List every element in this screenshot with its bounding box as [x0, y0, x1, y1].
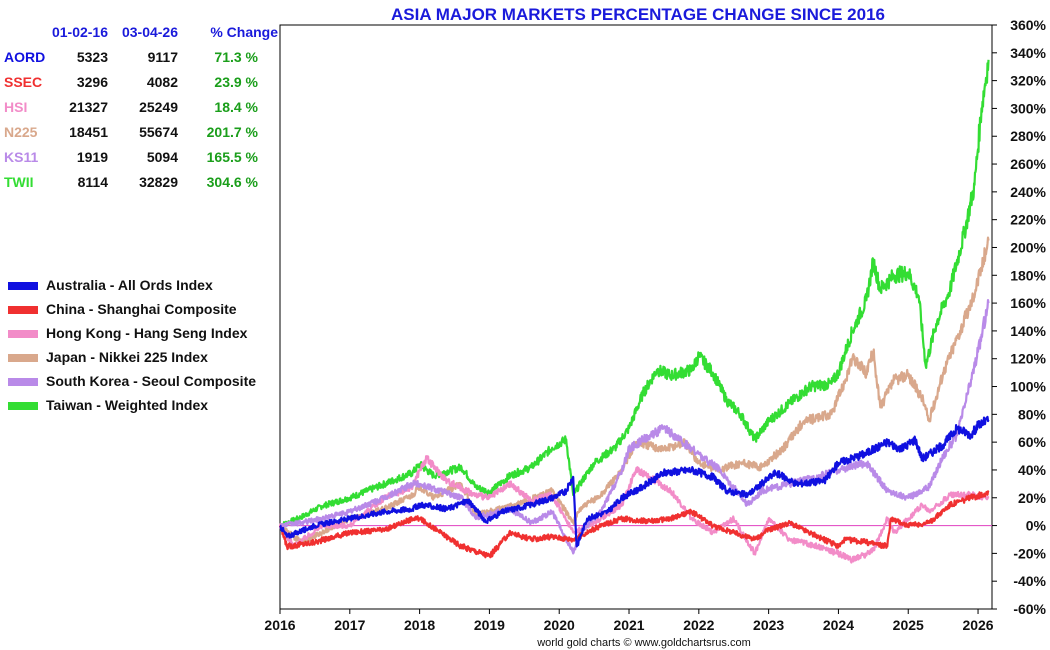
- legend-label: Australia - All Ords Index: [46, 277, 213, 293]
- legend-swatch: [8, 402, 38, 410]
- y-tick-label: 80%: [1018, 406, 1047, 422]
- legend-swatch: [8, 378, 38, 386]
- table-percent-change: 304.6 %: [207, 174, 259, 190]
- legend-label: Taiwan - Weighted Index: [46, 397, 208, 413]
- series-line-taiwan: [279, 59, 990, 529]
- table-end-value: 5094: [147, 149, 178, 165]
- table-end-value: 32829: [139, 174, 178, 190]
- table-end-value: 55674: [139, 124, 178, 140]
- table-percent-change: 165.5 %: [207, 149, 259, 165]
- x-tick-label: 2018: [404, 617, 435, 633]
- table-percent-change: 71.3 %: [214, 49, 258, 65]
- series-line-australia: [279, 415, 990, 548]
- y-tick-label: -40%: [1013, 573, 1046, 589]
- legend-swatch: [8, 306, 38, 314]
- y-tick-label: 260%: [1010, 156, 1046, 172]
- series-line-china: [278, 490, 990, 559]
- table-code: N225: [4, 124, 38, 140]
- y-tick-label: 200%: [1010, 239, 1046, 255]
- table-end-value: 4082: [147, 74, 178, 90]
- y-tick-label: 160%: [1010, 295, 1046, 311]
- table-end-value: 25249: [139, 99, 178, 115]
- x-tick-label: 2021: [613, 617, 644, 633]
- y-tick-label: 140%: [1010, 323, 1046, 339]
- legend-label: South Korea - Seoul Composite: [46, 373, 256, 389]
- y-tick-label: 320%: [1010, 73, 1046, 89]
- table-percent-change: 201.7 %: [207, 124, 259, 140]
- x-tick-label: 2022: [683, 617, 714, 633]
- y-tick-label: 120%: [1010, 351, 1046, 367]
- legend-label: Hong Kong - Hang Seng Index: [46, 325, 248, 341]
- x-tick-label: 2025: [893, 617, 924, 633]
- y-tick-label: -60%: [1013, 601, 1046, 617]
- y-tick-label: 280%: [1010, 128, 1046, 144]
- x-tick-label: 2024: [823, 617, 854, 633]
- y-tick-label: 40%: [1018, 462, 1047, 478]
- y-tick-label: 180%: [1010, 267, 1046, 283]
- table-start-value: 21327: [69, 99, 108, 115]
- y-tick-label: 360%: [1010, 17, 1046, 33]
- x-tick-label: 2026: [962, 617, 993, 633]
- y-tick-label: 100%: [1010, 379, 1046, 395]
- summary-table: AORD 5323 9117 71.3 % SSEC 3296 4082 23.9 % HSI 2…: [4, 49, 259, 190]
- legend-swatch: [8, 354, 38, 362]
- table-code: TWII: [4, 174, 34, 190]
- legend-swatch: [8, 330, 38, 338]
- plot-frame: [279, 24, 993, 610]
- table-start-value: 5323: [77, 49, 108, 65]
- legend-label: Japan - Nikkei 225 Index: [46, 349, 208, 365]
- y-tick-label: 20%: [1018, 490, 1047, 506]
- y-tick-label: -20%: [1013, 545, 1046, 561]
- x-axis: 2016 2017 2018 2019 2020 2021 2022 2023 2024 2025…: [264, 609, 994, 633]
- series-line-hong: [278, 455, 990, 564]
- x-tick-label: 2023: [753, 617, 784, 633]
- table-header-start: 01-02-16: [52, 24, 108, 40]
- y-tick-label: 340%: [1010, 45, 1046, 61]
- chart-title: ASIA MAJOR MARKETS PERCENTAGE CHANGE SIN…: [391, 5, 885, 24]
- y-tick-label: 240%: [1010, 184, 1046, 200]
- x-tick-label: 2020: [544, 617, 575, 633]
- x-tick-label: 2016: [264, 617, 295, 633]
- table-start-value: 1919: [77, 149, 108, 165]
- table-header-change: % Change: [210, 24, 278, 40]
- y-tick-label: 300%: [1010, 100, 1046, 116]
- y-axis: -60% -40% -20% 0% 20% 40% 60% 80% 100% 120% 140% 16…: [992, 17, 1047, 617]
- legend: Australia - All Ords Index China - Shangh…: [8, 277, 256, 413]
- legend-label: China - Shanghai Composite: [46, 301, 237, 317]
- table-code: SSEC: [4, 74, 42, 90]
- x-tick-label: 2019: [474, 617, 505, 633]
- credit-text: world gold charts © www.goldchartsrus.co…: [536, 637, 751, 649]
- y-tick-label: 220%: [1010, 212, 1046, 228]
- x-tick-label: 2017: [334, 617, 365, 633]
- table-code: HSI: [4, 99, 27, 115]
- series-line-south: [278, 299, 990, 555]
- table-end-value: 9117: [148, 49, 179, 65]
- table-code: KS11: [4, 149, 38, 165]
- y-tick-label: 0%: [1026, 518, 1047, 534]
- table-header-end: 03-04-26: [122, 24, 178, 40]
- y-tick-label: 60%: [1018, 434, 1047, 450]
- series-lines: [278, 59, 990, 564]
- legend-swatch: [8, 282, 38, 290]
- table-start-value: 8114: [78, 174, 109, 190]
- table-percent-change: 18.4 %: [214, 99, 258, 115]
- table-code: AORD: [4, 49, 45, 65]
- table-start-value: 3296: [77, 74, 108, 90]
- table-percent-change: 23.9 %: [214, 74, 258, 90]
- table-start-value: 18451: [69, 124, 108, 140]
